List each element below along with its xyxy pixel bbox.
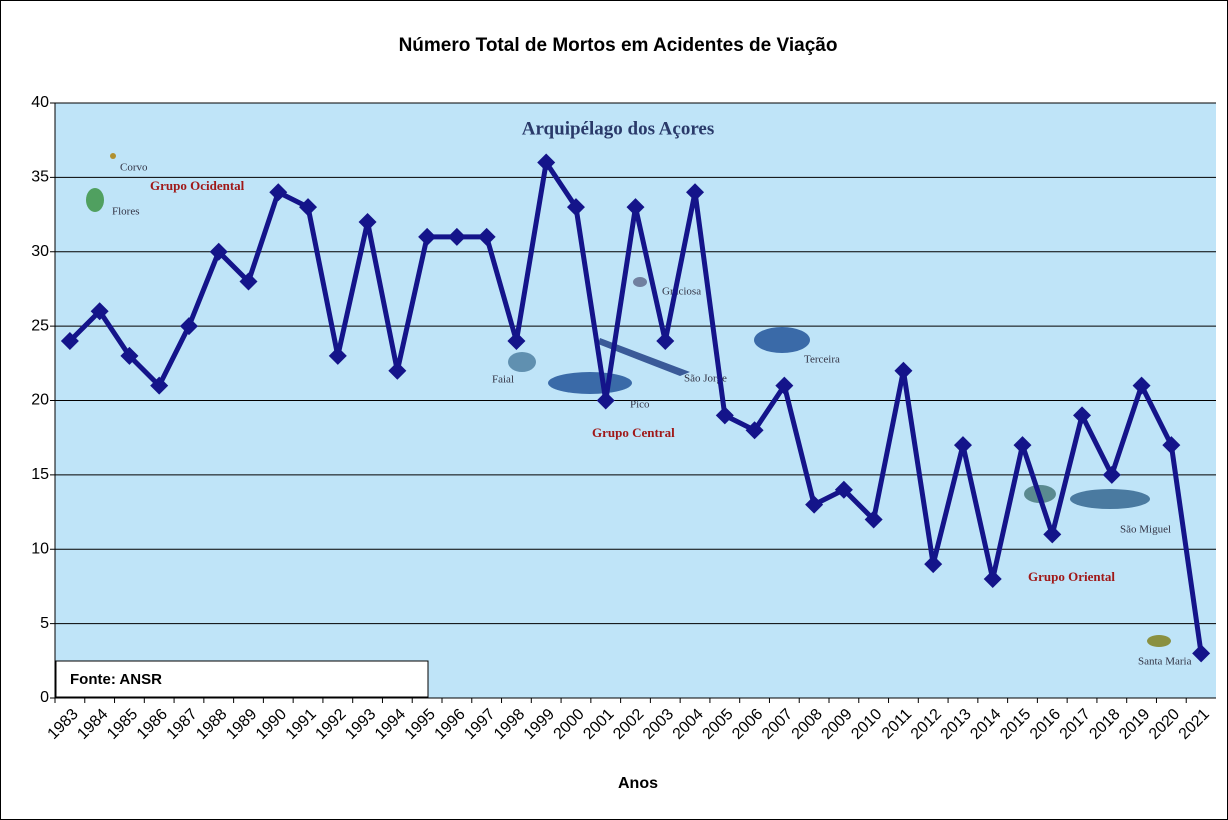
- marker: [537, 153, 556, 172]
- marker: [358, 213, 377, 231]
- marker: [388, 361, 407, 380]
- annotation: Santa Maria: [1138, 656, 1192, 668]
- marker: [953, 436, 972, 455]
- marker: [1043, 525, 1062, 544]
- annotation: Flores: [112, 206, 140, 218]
- marker: [1102, 465, 1121, 484]
- marker: [150, 376, 169, 395]
- marker: [209, 242, 228, 261]
- y-tick-label: 0: [40, 689, 49, 706]
- annotation: Arquipélago dos Açores: [522, 118, 715, 139]
- marker: [864, 510, 883, 529]
- marker: [1192, 644, 1211, 663]
- annotation: Grupo Central: [592, 425, 675, 440]
- marker: [924, 555, 943, 574]
- y-tick-label: 20: [31, 392, 49, 409]
- y-tick-label: 5: [40, 615, 49, 632]
- annotation: Graciosa: [662, 286, 701, 298]
- marker: [656, 332, 675, 350]
- marker: [120, 346, 139, 365]
- marker: [1013, 436, 1032, 455]
- island-map: [86, 153, 1171, 647]
- marker: [477, 227, 496, 246]
- y-tick-label: 30: [31, 243, 49, 260]
- y-tick-label: 15: [31, 466, 49, 483]
- marker: [418, 227, 437, 246]
- marker: [90, 302, 109, 321]
- annotation: Grupo Oriental: [1028, 569, 1115, 584]
- marker: [894, 361, 913, 380]
- marker: [566, 198, 585, 217]
- marker: [269, 183, 288, 202]
- marker: [60, 332, 79, 350]
- annotation: Corvo: [120, 162, 148, 174]
- marker: [596, 391, 615, 410]
- annotation: Pico: [630, 399, 650, 411]
- marker: [299, 198, 318, 217]
- annotation: São Jorge: [684, 373, 727, 385]
- marker: [328, 346, 347, 365]
- chart-title: Número Total de Mortos em Acidentes de V…: [399, 35, 838, 56]
- annotation: Faial: [492, 374, 514, 386]
- marker: [507, 332, 526, 350]
- y-tick-label: 25: [31, 317, 49, 334]
- source: Fonte: ANSR: [70, 671, 162, 688]
- marker: [805, 495, 824, 514]
- marker: [626, 198, 645, 217]
- marker: [1073, 406, 1092, 425]
- marker: [1132, 376, 1151, 395]
- x-axis-title: Anos: [618, 775, 658, 792]
- marker: [775, 376, 794, 395]
- marker: [686, 183, 705, 202]
- marker: [239, 272, 258, 291]
- y-tick-label: 35: [31, 169, 49, 186]
- annotation: Grupo Ocidental: [150, 178, 245, 193]
- annotation: São Miguel: [1120, 524, 1171, 536]
- marker: [983, 570, 1002, 588]
- marker: [1162, 436, 1181, 455]
- source-box: [55, 660, 429, 698]
- y-tick-label: 10: [31, 540, 49, 557]
- annotation: Terceira: [804, 354, 840, 366]
- marker: [834, 480, 853, 499]
- marker: [447, 227, 466, 246]
- marker: [745, 421, 764, 440]
- marker: [715, 406, 734, 425]
- marker: [179, 317, 198, 336]
- y-tick-label: 40: [31, 94, 49, 111]
